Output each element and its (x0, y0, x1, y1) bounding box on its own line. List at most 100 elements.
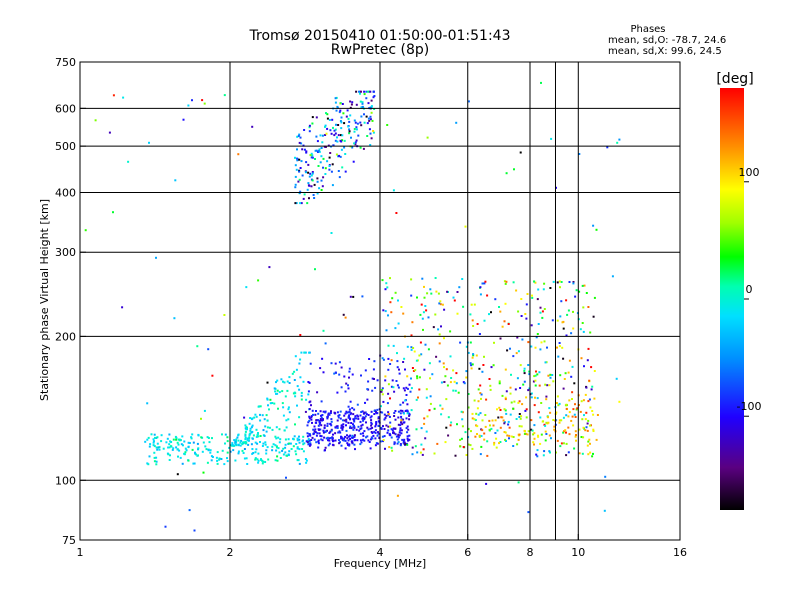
data-point (192, 462, 195, 465)
data-point (402, 440, 405, 442)
data-point (266, 446, 269, 449)
data-point (334, 97, 337, 100)
data-point (310, 156, 313, 159)
data-point (573, 413, 576, 416)
data-point (223, 94, 226, 97)
data-point (235, 438, 238, 441)
data-point (498, 442, 500, 445)
data-point (207, 348, 210, 351)
data-point (571, 365, 574, 368)
data-point (376, 412, 379, 415)
data-point (315, 441, 318, 444)
data-point (365, 97, 368, 100)
data-point (535, 336, 538, 339)
data-point (257, 279, 260, 282)
data-point (329, 152, 332, 154)
data-point (363, 113, 365, 116)
data-point (537, 288, 540, 291)
data-point (312, 194, 315, 196)
data-point (402, 421, 405, 424)
data-point (587, 419, 590, 422)
data-point (382, 425, 384, 428)
data-point (346, 442, 349, 445)
data-point (325, 112, 327, 115)
data-point (298, 170, 301, 173)
data-point (367, 102, 370, 105)
data-point (410, 278, 413, 281)
data-point (445, 398, 448, 401)
data-point (366, 426, 369, 429)
data-point (414, 369, 417, 372)
data-point (450, 421, 453, 424)
data-point (592, 430, 595, 432)
data-point (322, 157, 325, 160)
data-point (400, 432, 403, 435)
data-point (568, 433, 571, 436)
data-point (265, 430, 268, 433)
data-point (293, 379, 296, 381)
data-point (168, 433, 171, 436)
data-point (179, 439, 182, 442)
data-point (321, 419, 324, 422)
data-point (256, 442, 259, 445)
data-point (534, 396, 536, 399)
data-point (393, 415, 396, 417)
data-point (359, 443, 362, 446)
data-point (393, 390, 396, 393)
data-point (390, 359, 393, 362)
data-point (392, 344, 395, 347)
data-point (308, 175, 311, 178)
data-point (320, 435, 323, 438)
data-point (476, 407, 479, 410)
data-point (335, 96, 338, 99)
data-point (558, 342, 561, 344)
data-point (195, 453, 197, 456)
data-point (431, 373, 434, 376)
data-point (384, 375, 387, 378)
data-point (362, 438, 365, 441)
data-point (340, 424, 343, 427)
data-point (280, 378, 283, 381)
data-point (589, 424, 592, 427)
data-point (320, 416, 323, 419)
data-point (360, 427, 363, 430)
data-point (544, 361, 547, 364)
data-point (449, 355, 452, 358)
data-point (530, 324, 533, 327)
data-point (540, 433, 543, 436)
data-point (262, 442, 265, 445)
data-point (296, 404, 298, 407)
data-point (315, 116, 318, 119)
data-point (152, 441, 155, 444)
data-point (540, 81, 542, 84)
data-point (498, 306, 500, 308)
data-point (604, 475, 607, 478)
data-point (349, 426, 351, 429)
data-point (558, 421, 561, 424)
data-point (489, 384, 492, 387)
data-point (562, 387, 565, 390)
data-point (361, 101, 364, 104)
data-point (429, 288, 432, 291)
data-point (216, 459, 219, 462)
data-point (316, 391, 319, 394)
data-point (404, 368, 406, 371)
data-point (461, 278, 464, 280)
data-point (243, 448, 246, 450)
data-point (596, 414, 599, 416)
data-point (315, 434, 318, 437)
data-point (438, 360, 441, 363)
data-point (259, 413, 261, 416)
data-point (381, 357, 384, 360)
data-point (399, 427, 402, 430)
data-point (303, 148, 306, 151)
y-tick-label: 750 (55, 56, 76, 69)
data-point (250, 443, 253, 446)
data-point (172, 438, 175, 441)
data-point (364, 401, 366, 404)
data-point (582, 426, 585, 429)
data-point (302, 450, 305, 453)
data-point (278, 428, 281, 431)
data-point (545, 421, 548, 424)
